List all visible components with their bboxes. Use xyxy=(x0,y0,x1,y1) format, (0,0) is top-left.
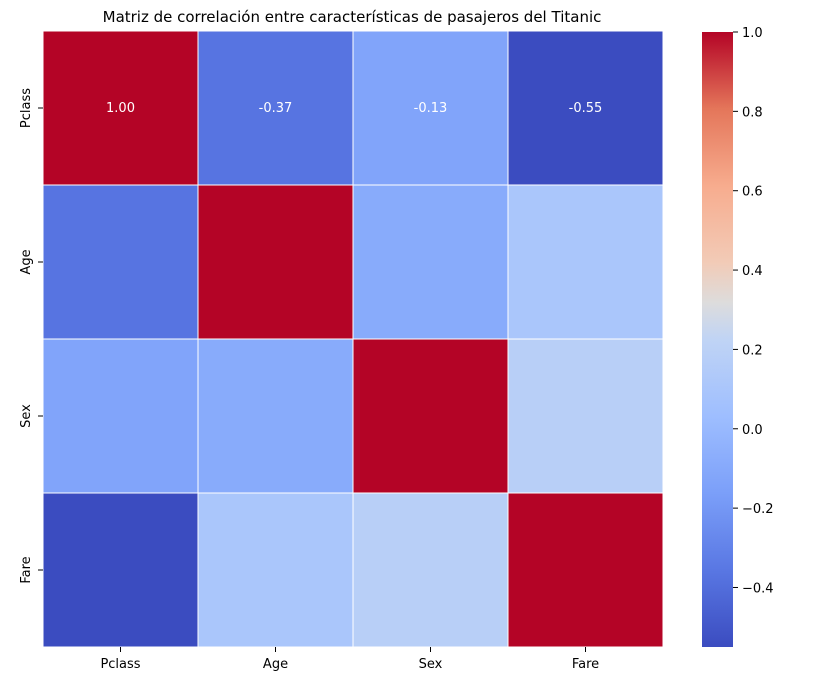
heatmap-cell xyxy=(507,184,664,340)
heatmap-cell xyxy=(352,184,509,340)
heatmap-cell xyxy=(197,30,354,186)
heatmap-cell xyxy=(507,30,664,186)
heatmap-cells xyxy=(42,30,664,648)
cell-annotation: 1.00 xyxy=(106,101,135,116)
colorbar xyxy=(702,32,733,647)
colorbar-ticks: 1.0 0.8 0.6 0.4 0.2 0.0 −0.2 −0.4 xyxy=(733,26,774,596)
heatmap-cell xyxy=(42,492,199,648)
heatmap-cell xyxy=(42,184,199,340)
y-tick-label: Sex xyxy=(19,404,34,428)
heatmap-cell xyxy=(507,338,664,494)
colorbar-tick-label: 0.4 xyxy=(742,264,763,279)
heatmap-cell xyxy=(42,338,199,494)
heatmap-cell xyxy=(352,338,509,494)
y-axis: Pclass Age Sex Fare xyxy=(19,88,43,584)
y-tick-label: Age xyxy=(19,249,34,274)
colorbar-tick-label: 0.2 xyxy=(742,343,763,358)
colorbar-tick-label: −0.4 xyxy=(742,581,774,596)
y-tick-label: Fare xyxy=(19,556,34,583)
colorbar-tick-label: 0.0 xyxy=(742,423,763,438)
x-axis: Pclass Age Sex Fare xyxy=(100,647,599,672)
heatmap-cell xyxy=(507,492,664,648)
chart-title: Matriz de correlación entre característi… xyxy=(103,8,602,26)
cell-annotation: -0.13 xyxy=(414,101,448,116)
heatmap-cell xyxy=(352,492,509,648)
colorbar-tick-label: −0.2 xyxy=(742,502,774,517)
x-tick-label: Sex xyxy=(419,657,443,672)
x-tick-label: Fare xyxy=(572,657,599,672)
cell-annotation: -0.55 xyxy=(569,101,603,116)
colorbar-tick-label: 0.8 xyxy=(742,105,763,120)
colorbar-tick-label: 0.6 xyxy=(742,185,763,200)
heatmap-cell xyxy=(197,492,354,648)
cell-annotation: -0.37 xyxy=(259,101,293,116)
heatmap-cell xyxy=(197,184,354,340)
x-tick-label: Pclass xyxy=(100,657,140,672)
cell-annotations: 1.00 -0.37 -0.13 -0.55 xyxy=(106,101,602,116)
x-tick-label: Age xyxy=(263,657,288,672)
heatmap-cell xyxy=(197,338,354,494)
colorbar-gradient xyxy=(702,32,733,647)
y-tick-label: Pclass xyxy=(19,88,34,128)
colorbar-tick-label: 1.0 xyxy=(742,26,763,41)
heatmap-cell xyxy=(352,30,509,186)
heatmap-cell xyxy=(42,30,199,186)
